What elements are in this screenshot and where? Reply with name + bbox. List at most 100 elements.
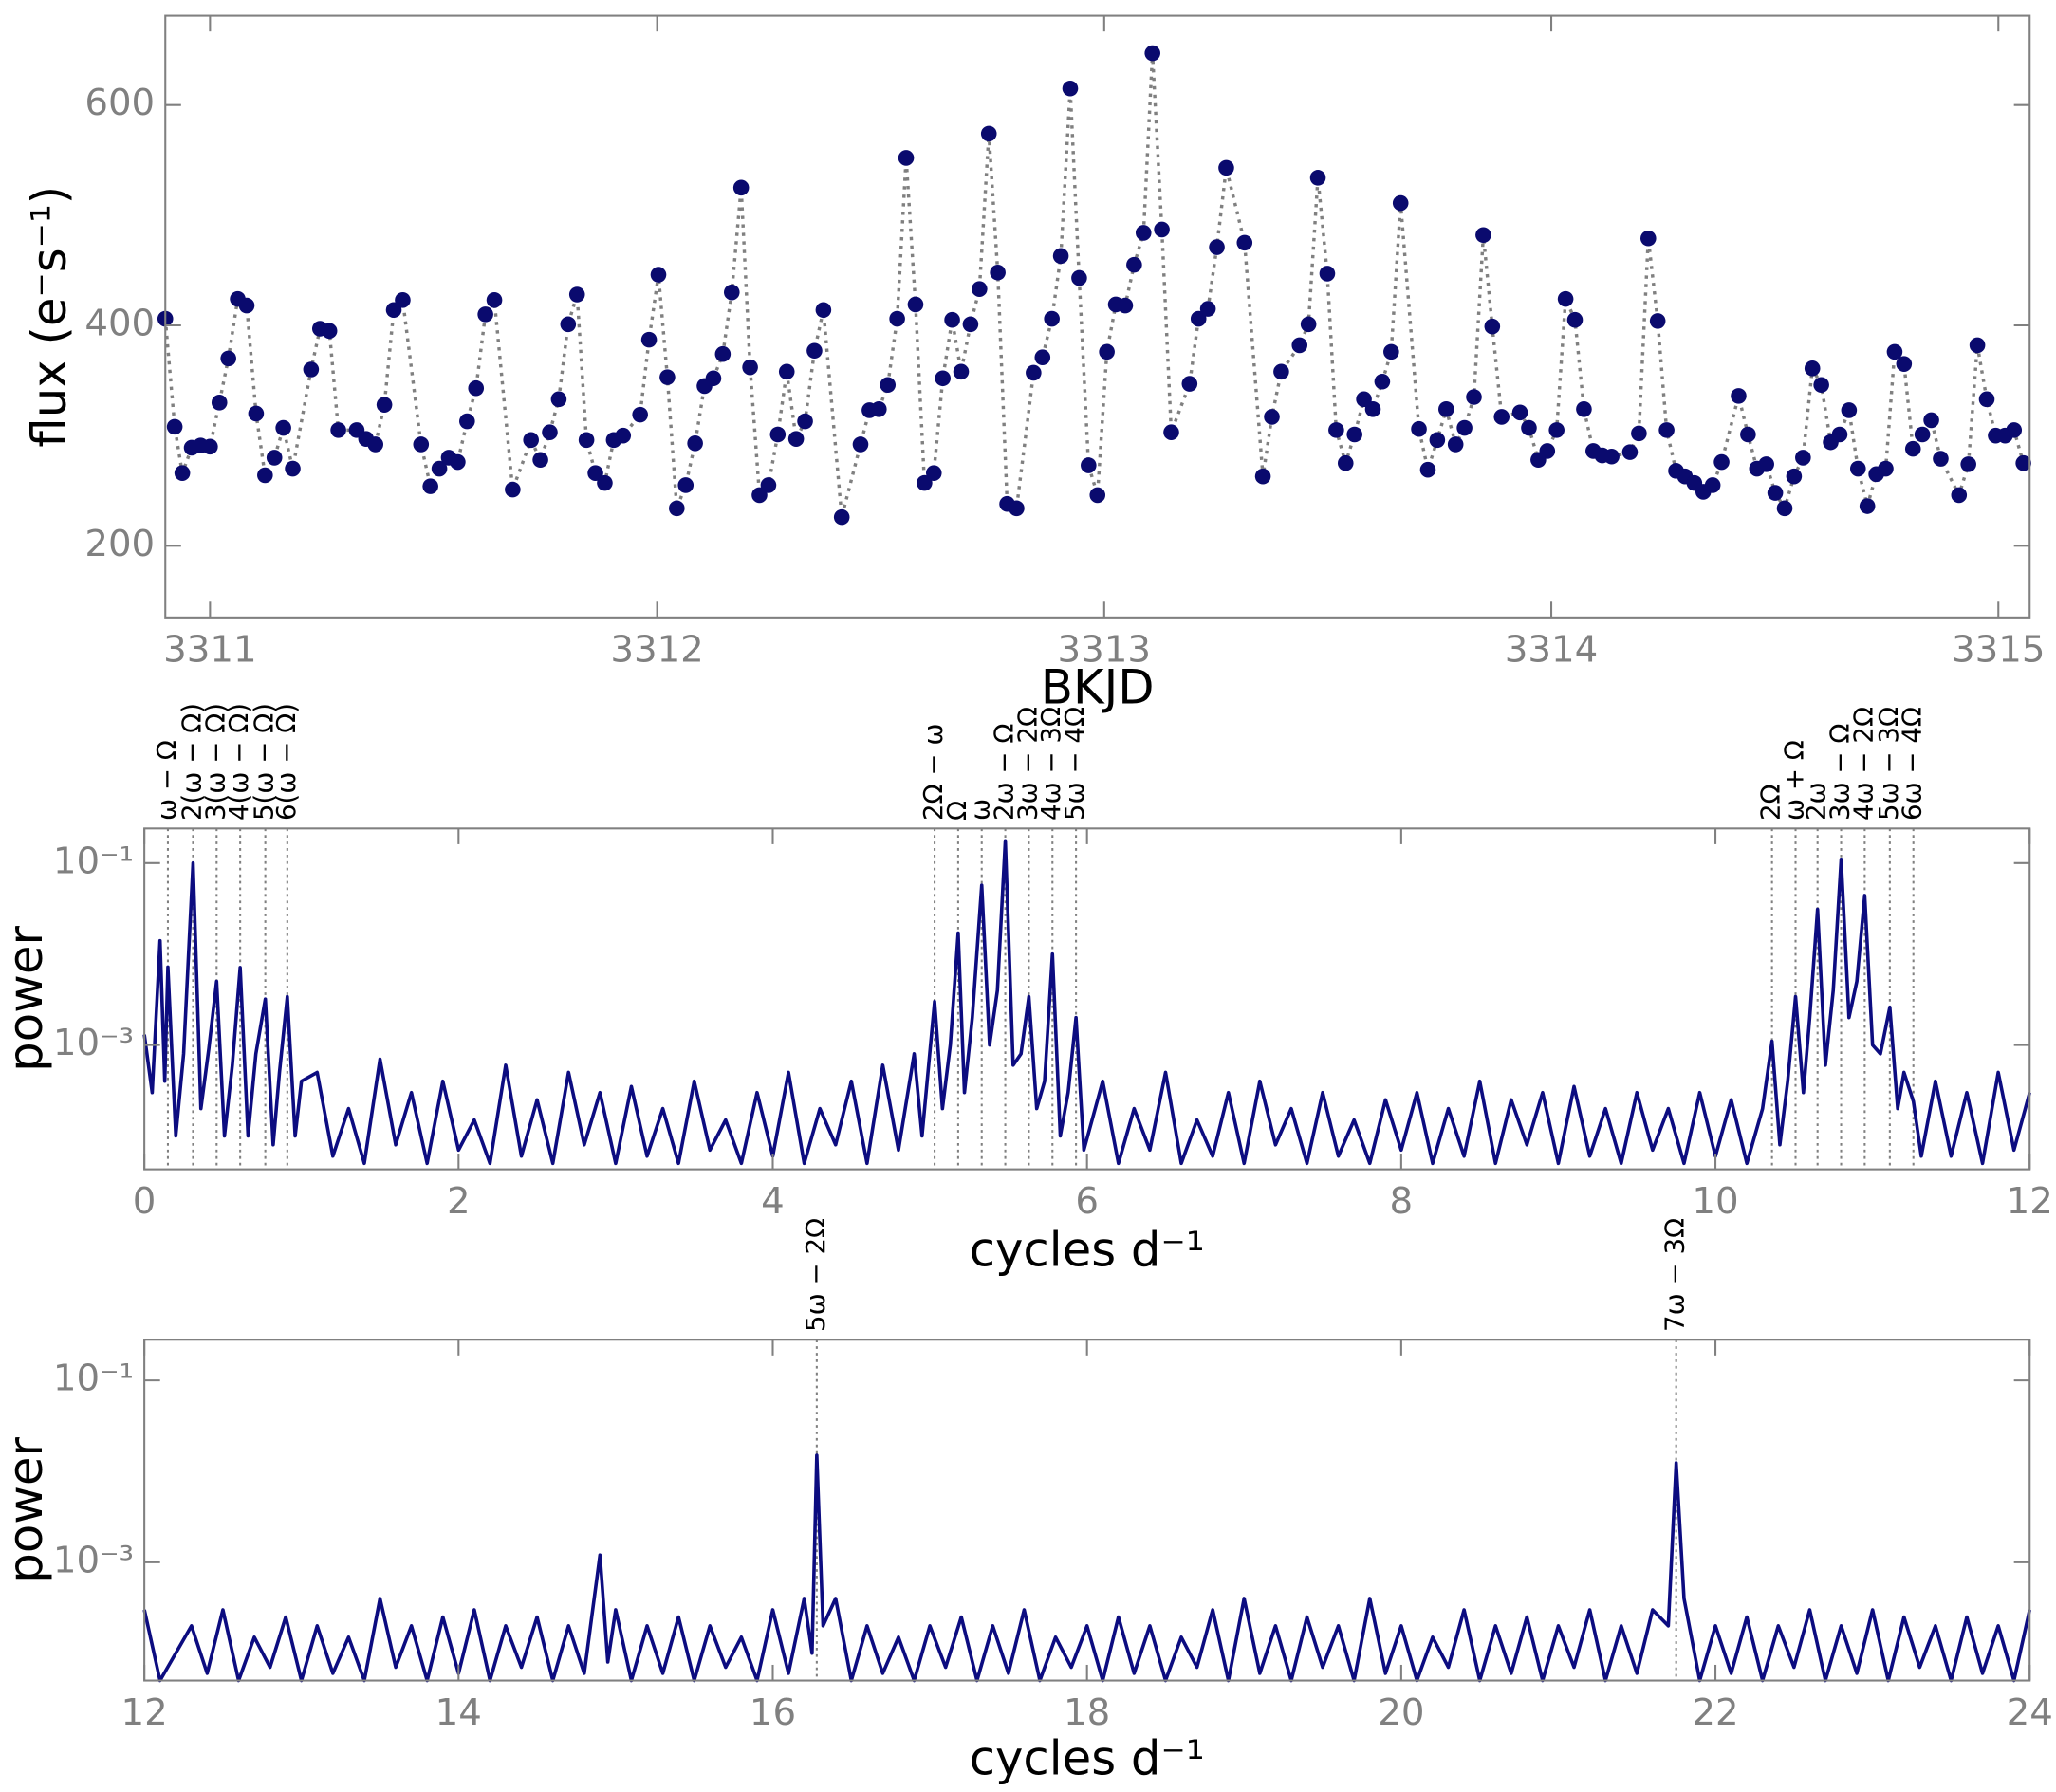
data-point bbox=[285, 460, 301, 477]
y-tick-label: 400 bbox=[84, 303, 155, 345]
y-tick-label: 200 bbox=[84, 523, 155, 565]
data-point bbox=[1484, 318, 1501, 335]
data-point bbox=[211, 395, 228, 411]
data-point bbox=[953, 363, 970, 380]
x-tick-label: 10 bbox=[1692, 1180, 1738, 1223]
panel: 5ω − 2Ω 7ω − 3Ω 12 14 16 18 20 22 24 10⁻¹ 10⁻³ cycl… bbox=[0, 1218, 2053, 1786]
data-point bbox=[1337, 454, 1354, 471]
annotation-label: ω − Ω bbox=[151, 740, 182, 821]
data-point bbox=[1740, 426, 1756, 443]
data-point bbox=[1960, 456, 1976, 472]
data-point bbox=[778, 363, 795, 380]
data-point bbox=[1081, 457, 1097, 473]
data-point bbox=[1539, 443, 1556, 459]
x-tick-label: 0 bbox=[133, 1180, 157, 1223]
data-point bbox=[980, 125, 997, 142]
data-point bbox=[202, 438, 218, 455]
y-tick-label: 10⁻³ bbox=[53, 1539, 134, 1581]
data-point bbox=[1878, 460, 1894, 477]
data-point bbox=[898, 150, 915, 166]
data-point bbox=[1429, 432, 1446, 449]
x-tick-label: 14 bbox=[435, 1691, 482, 1734]
data-point bbox=[1218, 159, 1234, 176]
data-point bbox=[1099, 343, 1115, 360]
data-point bbox=[523, 432, 539, 449]
data-point bbox=[597, 474, 613, 491]
annotation-label: 4ω − 2Ω bbox=[1847, 707, 1879, 821]
data-point bbox=[1209, 239, 1225, 255]
data-point bbox=[1034, 349, 1051, 365]
data-point bbox=[723, 284, 740, 301]
data-point bbox=[1163, 424, 1179, 440]
data-point bbox=[174, 465, 191, 481]
data-point bbox=[532, 452, 548, 469]
annotation-label: 5ω − 4Ω bbox=[1059, 707, 1090, 821]
y-tick-label: 600 bbox=[84, 82, 155, 124]
data-point bbox=[1466, 389, 1482, 405]
data-point bbox=[166, 418, 183, 435]
data-point bbox=[944, 311, 960, 328]
data-point bbox=[1236, 234, 1253, 251]
data-point bbox=[1126, 256, 1142, 273]
data-point bbox=[1849, 460, 1866, 477]
data-point bbox=[1291, 337, 1308, 354]
data-point bbox=[220, 350, 236, 367]
data-point bbox=[972, 281, 988, 297]
data-point bbox=[1914, 426, 1931, 443]
data-point bbox=[705, 370, 722, 387]
data-point bbox=[1923, 412, 1939, 429]
data-point bbox=[1841, 402, 1858, 418]
data-point bbox=[1117, 297, 1134, 314]
data-point bbox=[1309, 170, 1326, 186]
data-point bbox=[248, 405, 265, 422]
data-point bbox=[935, 370, 951, 387]
data-line bbox=[142, 839, 2031, 1166]
data-point bbox=[275, 419, 291, 436]
data-point bbox=[1621, 444, 1639, 460]
data-point bbox=[568, 286, 585, 303]
data-point bbox=[1731, 388, 1747, 404]
annotation-label: 2ω − Ω bbox=[989, 724, 1020, 822]
data-point bbox=[1364, 401, 1381, 417]
data-point bbox=[477, 306, 493, 323]
annotation-label: Ω bbox=[941, 801, 972, 821]
y-tick-label: 10⁻¹ bbox=[53, 840, 134, 882]
data-point bbox=[1704, 477, 1721, 493]
data-point bbox=[1969, 337, 1986, 354]
data-point bbox=[1374, 373, 1391, 390]
data-point bbox=[1795, 450, 1811, 466]
x-tick-label: 3312 bbox=[610, 628, 703, 671]
data-point bbox=[321, 323, 338, 340]
data-point bbox=[615, 427, 632, 444]
data-point bbox=[1658, 422, 1675, 438]
data-point bbox=[871, 401, 887, 417]
data-point bbox=[266, 450, 283, 466]
annotation-label: ω bbox=[965, 799, 996, 821]
data-point bbox=[650, 267, 667, 283]
data-point bbox=[395, 292, 411, 308]
data-point bbox=[1603, 448, 1620, 465]
data-point bbox=[659, 369, 676, 385]
x-tick-label: 8 bbox=[1390, 1180, 1414, 1223]
data-point bbox=[542, 424, 558, 440]
data-point bbox=[2006, 422, 2023, 438]
annotation-label: 3ω − 2Ω bbox=[1011, 707, 1043, 821]
data-point bbox=[505, 481, 521, 498]
data-point bbox=[1804, 360, 1821, 377]
data-point bbox=[1511, 404, 1528, 421]
x-tick-label: 4 bbox=[761, 1180, 785, 1223]
data-point bbox=[1831, 426, 1848, 443]
annotation-label: 6ω − 4Ω bbox=[1897, 707, 1928, 821]
data-point bbox=[769, 426, 787, 443]
annotation-label: ω + Ω bbox=[1779, 740, 1810, 821]
annotation-label: 2ω bbox=[1801, 782, 1832, 821]
data-point bbox=[880, 377, 897, 394]
data-point bbox=[852, 436, 869, 453]
data-point bbox=[1786, 468, 1803, 485]
data-point bbox=[1978, 391, 1995, 408]
annotation-label: 5(ω − Ω) bbox=[249, 703, 280, 821]
data-point bbox=[486, 292, 503, 308]
data-point bbox=[1713, 453, 1730, 471]
